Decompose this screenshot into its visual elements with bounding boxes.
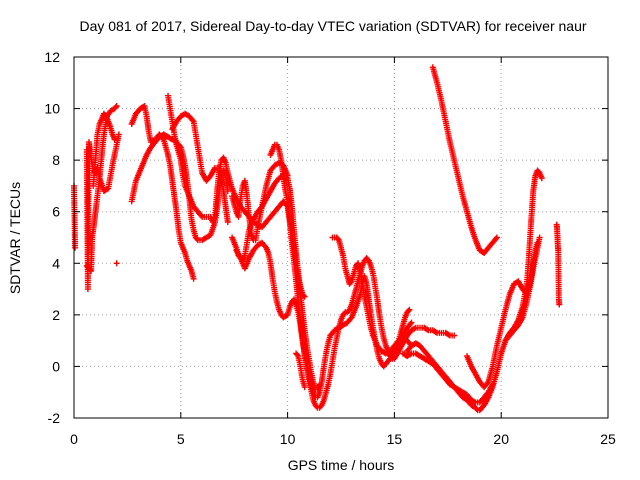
series-markers <box>165 92 415 401</box>
x-tick-label: 15 <box>387 431 403 447</box>
x-axis-label: GPS time / hours <box>288 457 395 473</box>
series-markers <box>83 131 122 293</box>
y-tick-label: 6 <box>52 204 60 220</box>
ticks <box>73 56 609 419</box>
series-markers <box>233 239 413 411</box>
series-markers <box>399 350 496 406</box>
series-1 <box>83 131 122 293</box>
series-markers <box>71 182 79 251</box>
data-marks <box>71 64 563 414</box>
chart-title: Day 081 of 2017, Sidereal Day-to-day VTE… <box>79 18 586 34</box>
series-12 <box>267 141 308 300</box>
series-markers <box>502 167 545 344</box>
y-tick-label: 8 <box>52 152 60 168</box>
series-17 <box>399 350 496 406</box>
series-3 <box>90 110 118 189</box>
x-tick-label: 10 <box>280 431 296 447</box>
series-markers <box>90 110 118 189</box>
series-markers <box>267 141 308 300</box>
y-tick-label: 2 <box>52 307 60 323</box>
series-0 <box>71 182 79 251</box>
y-tick-label: 12 <box>44 49 60 65</box>
series-markers <box>553 221 563 308</box>
series-4 <box>113 260 120 267</box>
plot-frame <box>73 56 609 419</box>
series-markers <box>293 350 308 391</box>
x-tick-label: 0 <box>70 431 78 447</box>
y-tick-label: 10 <box>44 101 60 117</box>
series-markers <box>329 234 415 357</box>
y-axis-label: SDTVAR / TECUs <box>7 182 23 294</box>
series-markers <box>113 260 120 267</box>
series-14 <box>329 234 415 357</box>
series-10 <box>229 159 291 244</box>
x-tick-label: 5 <box>177 431 185 447</box>
series-8 <box>169 110 231 225</box>
y-tick-label: -2 <box>48 410 61 426</box>
series-18 <box>429 64 500 256</box>
series-markers <box>128 103 197 282</box>
grid <box>74 57 608 418</box>
y-tick-label: 0 <box>52 358 60 374</box>
series-15 <box>391 324 458 362</box>
x-tick-label: 25 <box>600 431 616 447</box>
series-markers <box>229 159 291 244</box>
series-7 <box>165 92 415 401</box>
series-21 <box>553 221 563 308</box>
x-tick-label: 20 <box>493 431 509 447</box>
series-11 <box>233 239 413 411</box>
series-20 <box>502 167 545 344</box>
series-6 <box>128 103 197 282</box>
y-tick-label: 4 <box>52 255 60 271</box>
series-13 <box>293 350 308 391</box>
series-markers <box>429 64 500 256</box>
series-markers <box>169 110 231 225</box>
series-markers <box>391 324 458 362</box>
tick-labels: 0 5 10 15 20 25 -2 0 2 4 6 8 10 12 <box>44 49 616 447</box>
